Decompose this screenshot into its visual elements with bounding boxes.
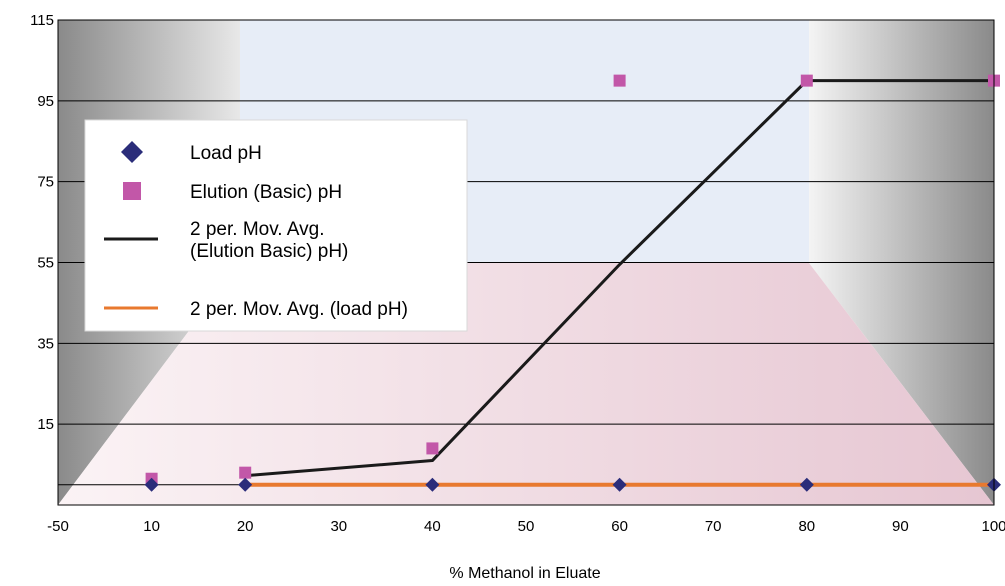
- y-tick-label: 115: [30, 12, 54, 29]
- x-tick-label: 30: [330, 518, 347, 535]
- series-2: [245, 79, 994, 478]
- legend-item: Load pH: [121, 141, 262, 164]
- legend-item: 2 per. Mov. Avg. (load pH): [104, 299, 408, 320]
- legend-item: Elution (Basic) pH: [123, 182, 342, 203]
- tick-labels: 15 35 55 75 95 115 -50 10 20 30 40 50 60 70 80 90 100: [30, 12, 1005, 535]
- x-axis-title: % Methanol in Eluate: [449, 565, 600, 582]
- x-tick-label: -50: [47, 518, 69, 535]
- series-line: [245, 79, 994, 478]
- data-point-square: [613, 74, 626, 87]
- x-tick-label: 60: [611, 518, 628, 535]
- legend-label: 2 per. Mov. Avg. (load pH): [190, 299, 408, 320]
- data-point-square: [800, 74, 813, 87]
- axes: [57, 19, 995, 506]
- y-tick-label: 35: [37, 335, 54, 352]
- data-point-square: [426, 442, 439, 455]
- data-point-diamond: [238, 477, 253, 492]
- legend-label: Load pH: [190, 143, 262, 164]
- data-point-diamond: [799, 477, 814, 492]
- legend-item: 2 per. Mov. Avg. (Elution Basic) pH): [104, 219, 348, 262]
- series-0: [144, 477, 1001, 492]
- y-tick-label: 15: [37, 416, 54, 433]
- plot-frame: [57, 19, 995, 506]
- x-tick-label: 100: [981, 518, 1005, 535]
- y-tick-label: 75: [37, 174, 54, 191]
- data-point-diamond: [425, 477, 440, 492]
- y-tick-label: 55: [37, 255, 54, 272]
- legend-diamond-icon: [121, 141, 143, 163]
- series-layer: [144, 74, 1001, 492]
- legend: Load pH Elution (Basic) pH 2 per. Mov. Avg…: [84, 119, 468, 332]
- data-point-diamond: [144, 477, 159, 492]
- x-tick-label: 20: [237, 518, 254, 535]
- x-tick-label: 80: [798, 518, 815, 535]
- x-tick-label: 10: [143, 518, 160, 535]
- x-tick-label: 70: [705, 518, 722, 535]
- data-point-square: [239, 466, 252, 479]
- legend-label: Elution (Basic) pH: [190, 182, 342, 203]
- legend-square-icon: [123, 182, 141, 200]
- legend-label: 2 per. Mov. Avg. (Elution Basic) pH): [190, 219, 348, 262]
- y-tick-label: 95: [37, 93, 54, 110]
- data-point-diamond: [612, 477, 627, 492]
- x-tick-label: 50: [518, 518, 535, 535]
- x-tick-label: 40: [424, 518, 441, 535]
- x-tick-label: 90: [892, 518, 909, 535]
